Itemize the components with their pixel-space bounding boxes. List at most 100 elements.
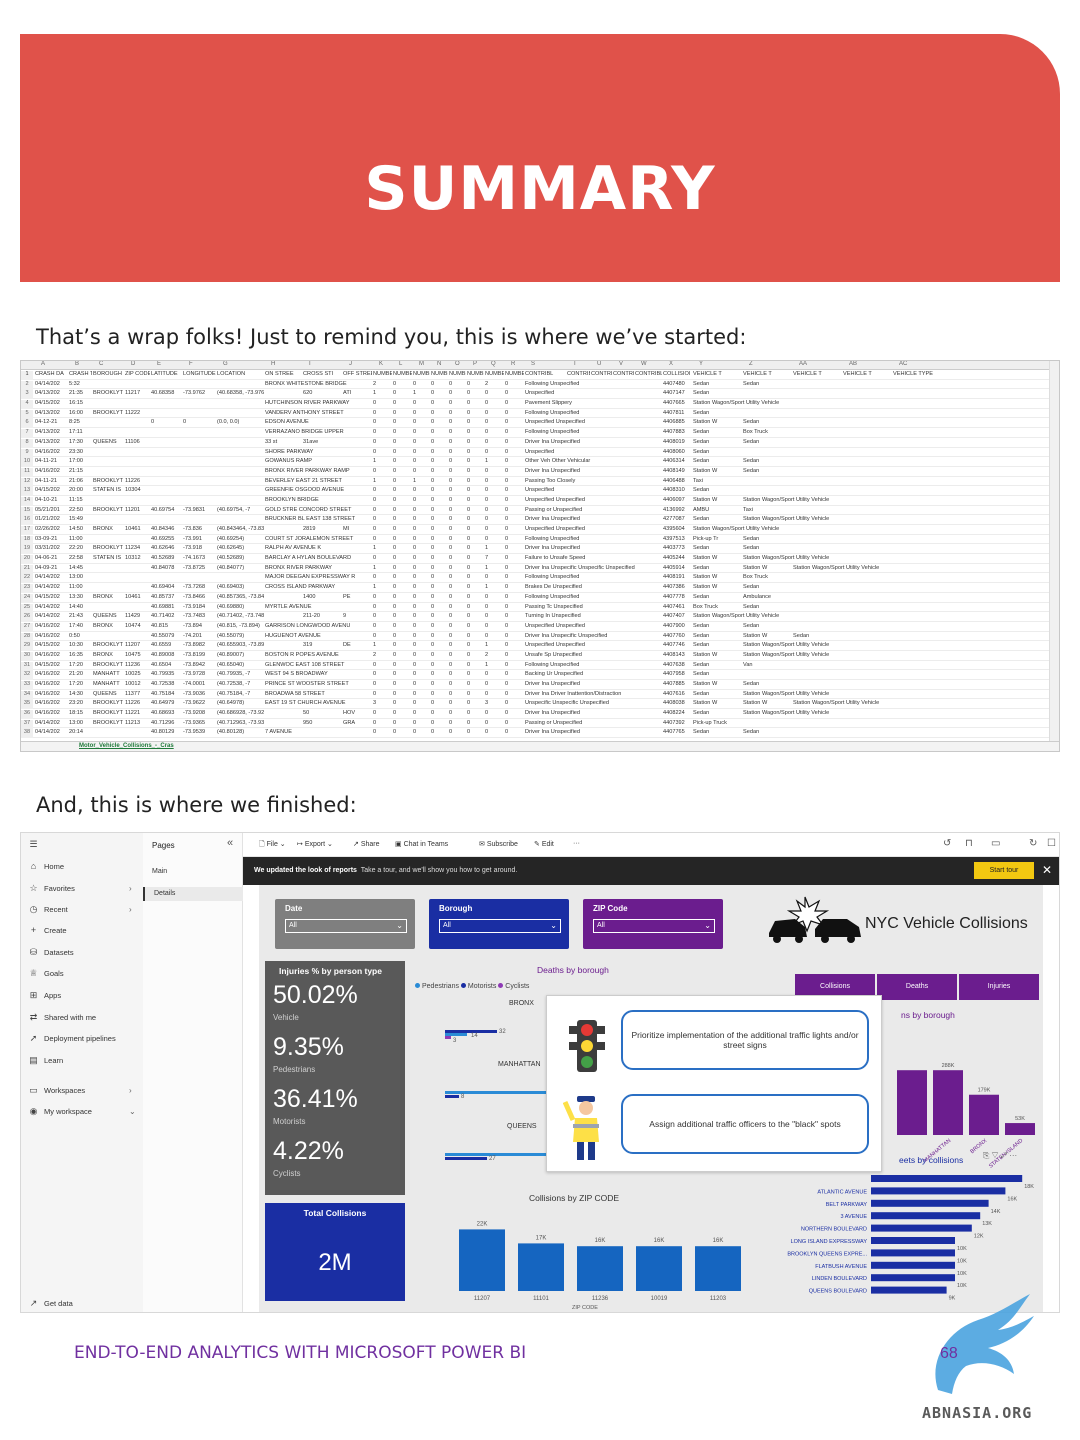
table-cell[interactable]: 04/16/202	[35, 681, 60, 687]
table-cell[interactable]: 04/14/202	[35, 603, 60, 610]
table-cell[interactable]: 0	[431, 487, 435, 494]
table-cell[interactable]: (40.857365, -73.84657)	[217, 593, 264, 600]
table-cell[interactable]: 04/16/202	[35, 632, 60, 639]
column-letter[interactable]: L	[399, 361, 403, 367]
table-cell[interactable]: 0	[467, 661, 471, 668]
table-cell[interactable]: 0	[467, 487, 471, 494]
table-cell[interactable]: Sedan	[693, 516, 710, 523]
table-cell[interactable]: 11207	[125, 642, 141, 649]
column-header[interactable]: NUMBER (	[449, 371, 466, 377]
table-cell[interactable]: 04/16/202	[35, 467, 60, 474]
table-cell[interactable]: Station Wagon/Sport Utility Vehicle	[743, 710, 830, 717]
table-cell[interactable]: 0	[393, 409, 397, 416]
table-cell[interactable]: 0	[431, 448, 435, 455]
table-cell[interactable]: 0	[485, 574, 489, 581]
table-cell[interactable]: (40.655903, -73.89817)	[217, 642, 264, 649]
table-cell[interactable]: 7 AVENUE	[265, 729, 292, 736]
table-cell[interactable]: 4408019	[663, 438, 685, 445]
table-cell[interactable]: 0	[505, 438, 509, 445]
table-cell[interactable]: 04/14/202	[35, 719, 60, 726]
table-cell[interactable]: 0	[467, 622, 471, 629]
table-cell[interactable]: 0	[393, 477, 397, 484]
table-cell[interactable]: 0	[505, 545, 509, 552]
table-cell[interactable]: Following Unspecified	[525, 429, 580, 436]
table-cell[interactable]: 1	[485, 564, 489, 571]
table-cell[interactable]: -73.8466	[183, 593, 206, 600]
table-cell[interactable]: 0	[373, 632, 377, 639]
nav-item-create[interactable]: + Create	[29, 925, 67, 935]
table-cell[interactable]: 0	[449, 700, 453, 707]
table-cell[interactable]: 0	[467, 429, 471, 436]
table-cell[interactable]: 0	[373, 516, 377, 523]
table-cell[interactable]: 0	[485, 487, 489, 494]
table-cell[interactable]: COURT ST JORALEMON STREET	[265, 535, 354, 542]
table-cell[interactable]: Station W	[693, 700, 718, 707]
chat-in-teams-button[interactable]: ▣ Chat in Teams	[395, 841, 449, 848]
table-cell[interactable]: 11221	[125, 710, 141, 717]
column-letter[interactable]: E	[157, 361, 162, 367]
table-cell[interactable]: 0	[449, 467, 453, 474]
table-cell[interactable]: EDSON AVENUE	[265, 419, 309, 426]
table-cell[interactable]: 0	[393, 584, 397, 591]
table-cell[interactable]: 0	[373, 613, 377, 620]
table-cell[interactable]: 0	[413, 584, 417, 591]
table-cell[interactable]: 1	[373, 545, 377, 552]
table-cell[interactable]: 15:49	[69, 516, 83, 523]
table-cell[interactable]: 40.69255	[151, 535, 175, 542]
export-menu[interactable]: ↦ Export ⌄	[297, 841, 333, 848]
nav-item-goals[interactable]: ♕ Goals	[29, 968, 63, 979]
table-cell[interactable]: 0	[373, 487, 377, 494]
column-letter[interactable]: C	[99, 361, 104, 367]
table-cell[interactable]: Station W	[693, 681, 718, 687]
table-cell[interactable]: 0	[505, 710, 509, 717]
table-cell[interactable]: 0	[449, 564, 453, 571]
table-cell[interactable]: 0	[431, 729, 435, 736]
table-cell[interactable]: 0	[393, 496, 397, 503]
table-cell[interactable]: 4408224	[663, 710, 685, 717]
table-cell[interactable]: 0	[467, 467, 471, 474]
table-cell[interactable]: 0	[467, 535, 471, 542]
table-cell[interactable]: 04/15/202	[35, 400, 60, 407]
table-cell[interactable]: 4397513	[663, 535, 685, 542]
table-cell[interactable]: 10461	[125, 593, 141, 600]
table-cell[interactable]: 2	[373, 380, 377, 387]
column-header[interactable]: NUMBER (	[393, 371, 412, 377]
table-cell[interactable]: 04/16/202	[35, 651, 60, 658]
table-cell[interactable]: 0	[373, 467, 377, 474]
table-cell[interactable]: 23:30	[69, 448, 83, 455]
table-cell[interactable]: 1	[373, 564, 377, 571]
table-cell[interactable]: PRINCE ST WOOSTER STREET	[265, 681, 349, 687]
table-cell[interactable]: 40.69881	[151, 603, 175, 610]
row-number[interactable]: 4	[21, 400, 33, 410]
table-cell[interactable]: Sedan	[693, 690, 710, 697]
table-cell[interactable]: 4408060	[663, 448, 685, 455]
row-number[interactable]: 8	[21, 438, 33, 448]
start-tour-button[interactable]: Start tour	[974, 862, 1034, 879]
table-cell[interactable]: BROOKLYT	[93, 545, 124, 552]
table-cell[interactable]: 0	[449, 448, 453, 455]
table-cell[interactable]: 0	[431, 593, 435, 600]
table-cell[interactable]: 22:50	[69, 506, 83, 513]
table-cell[interactable]: 0	[467, 390, 471, 397]
table-cell[interactable]: 0	[485, 622, 489, 629]
table-cell[interactable]: 10:30	[69, 642, 83, 649]
table-cell[interactable]: -73.9762	[183, 390, 206, 397]
table-cell[interactable]: QUEENS	[93, 690, 117, 697]
table-cell[interactable]: (40.65040)	[217, 661, 245, 668]
table-cell[interactable]: 04-11-21	[35, 458, 57, 465]
table-cell[interactable]: 0	[393, 574, 397, 581]
table-cell[interactable]: (40.75184, -7	[217, 690, 251, 697]
table-cell[interactable]: 31ave	[303, 438, 319, 445]
table-cell[interactable]: -73.7268	[183, 584, 206, 591]
table-cell[interactable]: Sedan	[743, 622, 760, 629]
table-cell[interactable]: -73.894	[183, 622, 202, 629]
table-cell[interactable]: 4406488	[663, 477, 685, 484]
table-cell[interactable]: 40.80129	[151, 729, 175, 736]
table-cell[interactable]: EAST 19 ST CHURCH AVENUE	[265, 700, 346, 707]
column-header[interactable]: COLLISIOI	[663, 371, 691, 377]
table-cell[interactable]: MYRTLE AVENUE	[265, 603, 312, 610]
column-letter[interactable]: U	[597, 361, 602, 367]
table-cell[interactable]: 21:15	[69, 467, 83, 474]
table-cell[interactable]: 4407900	[663, 622, 685, 629]
table-cell[interactable]: 3	[485, 700, 489, 707]
